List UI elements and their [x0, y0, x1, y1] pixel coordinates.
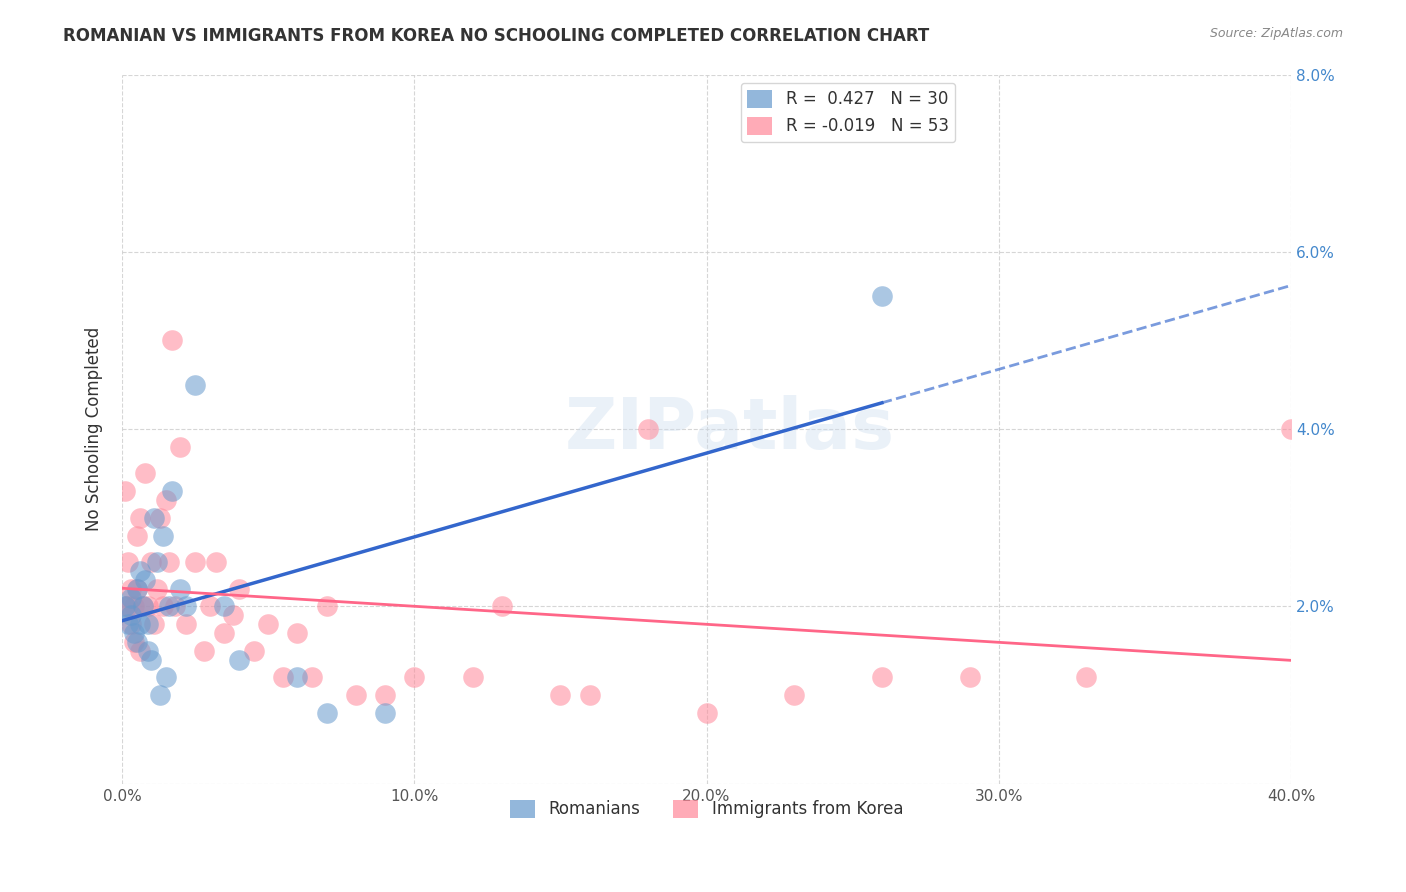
Point	[117, 555, 139, 569]
Point	[404, 670, 426, 684]
Point	[198, 599, 221, 614]
Point	[550, 688, 572, 702]
Point	[271, 670, 294, 684]
Point	[160, 484, 183, 499]
Point	[184, 377, 207, 392]
Point	[120, 608, 142, 623]
Point	[163, 599, 186, 614]
Point	[461, 670, 484, 684]
Point	[637, 422, 659, 436]
Point	[131, 599, 153, 614]
Point	[117, 617, 139, 632]
Point	[114, 484, 136, 499]
Point	[870, 289, 893, 303]
Point	[114, 599, 136, 614]
Point	[146, 555, 169, 569]
Point	[696, 706, 718, 720]
Point	[491, 599, 513, 614]
Point	[128, 564, 150, 578]
Point	[125, 635, 148, 649]
Point	[155, 670, 177, 684]
Point	[1279, 422, 1302, 436]
Point	[128, 617, 150, 632]
Point	[141, 555, 163, 569]
Point	[143, 617, 166, 632]
Point	[870, 670, 893, 684]
Point	[287, 670, 309, 684]
Point	[138, 617, 160, 632]
Point	[149, 510, 172, 524]
Point	[141, 652, 163, 666]
Point	[374, 706, 396, 720]
Point	[169, 440, 191, 454]
Point	[783, 688, 806, 702]
Legend: Romanians, Immigrants from Korea: Romanians, Immigrants from Korea	[503, 793, 910, 825]
Point	[959, 670, 981, 684]
Text: ZIPatlas: ZIPatlas	[565, 394, 896, 464]
Point	[155, 493, 177, 508]
Point	[134, 573, 156, 587]
Point	[228, 652, 250, 666]
Point	[214, 599, 236, 614]
Point	[120, 617, 142, 632]
Point	[169, 582, 191, 596]
Text: Source: ZipAtlas.com: Source: ZipAtlas.com	[1209, 27, 1343, 40]
Point	[160, 334, 183, 348]
Point	[122, 626, 145, 640]
Point	[131, 599, 153, 614]
Point	[125, 582, 148, 596]
Point	[146, 582, 169, 596]
Point	[125, 582, 148, 596]
Point	[152, 528, 174, 542]
Point	[315, 599, 337, 614]
Point	[117, 599, 139, 614]
Point	[287, 626, 309, 640]
Point	[184, 555, 207, 569]
Point	[315, 706, 337, 720]
Point	[120, 582, 142, 596]
Y-axis label: No Schooling Completed: No Schooling Completed	[86, 327, 103, 532]
Point	[138, 644, 160, 658]
Point	[149, 688, 172, 702]
Point	[138, 599, 160, 614]
Point	[176, 599, 198, 614]
Point	[1076, 670, 1098, 684]
Point	[122, 635, 145, 649]
Point	[214, 626, 236, 640]
Point	[257, 617, 280, 632]
Point	[578, 688, 600, 702]
Point	[128, 644, 150, 658]
Text: ROMANIAN VS IMMIGRANTS FROM KOREA NO SCHOOLING COMPLETED CORRELATION CHART: ROMANIAN VS IMMIGRANTS FROM KOREA NO SCH…	[63, 27, 929, 45]
Point	[120, 591, 142, 605]
Point	[128, 510, 150, 524]
Point	[374, 688, 396, 702]
Point	[242, 644, 264, 658]
Point	[134, 467, 156, 481]
Point	[228, 582, 250, 596]
Point	[222, 608, 245, 623]
Point	[344, 688, 367, 702]
Point	[143, 510, 166, 524]
Point	[157, 555, 180, 569]
Point	[176, 617, 198, 632]
Point	[122, 599, 145, 614]
Point	[152, 599, 174, 614]
Point	[301, 670, 323, 684]
Point	[193, 644, 215, 658]
Point	[157, 599, 180, 614]
Point	[204, 555, 226, 569]
Point	[125, 528, 148, 542]
Point	[114, 599, 136, 614]
